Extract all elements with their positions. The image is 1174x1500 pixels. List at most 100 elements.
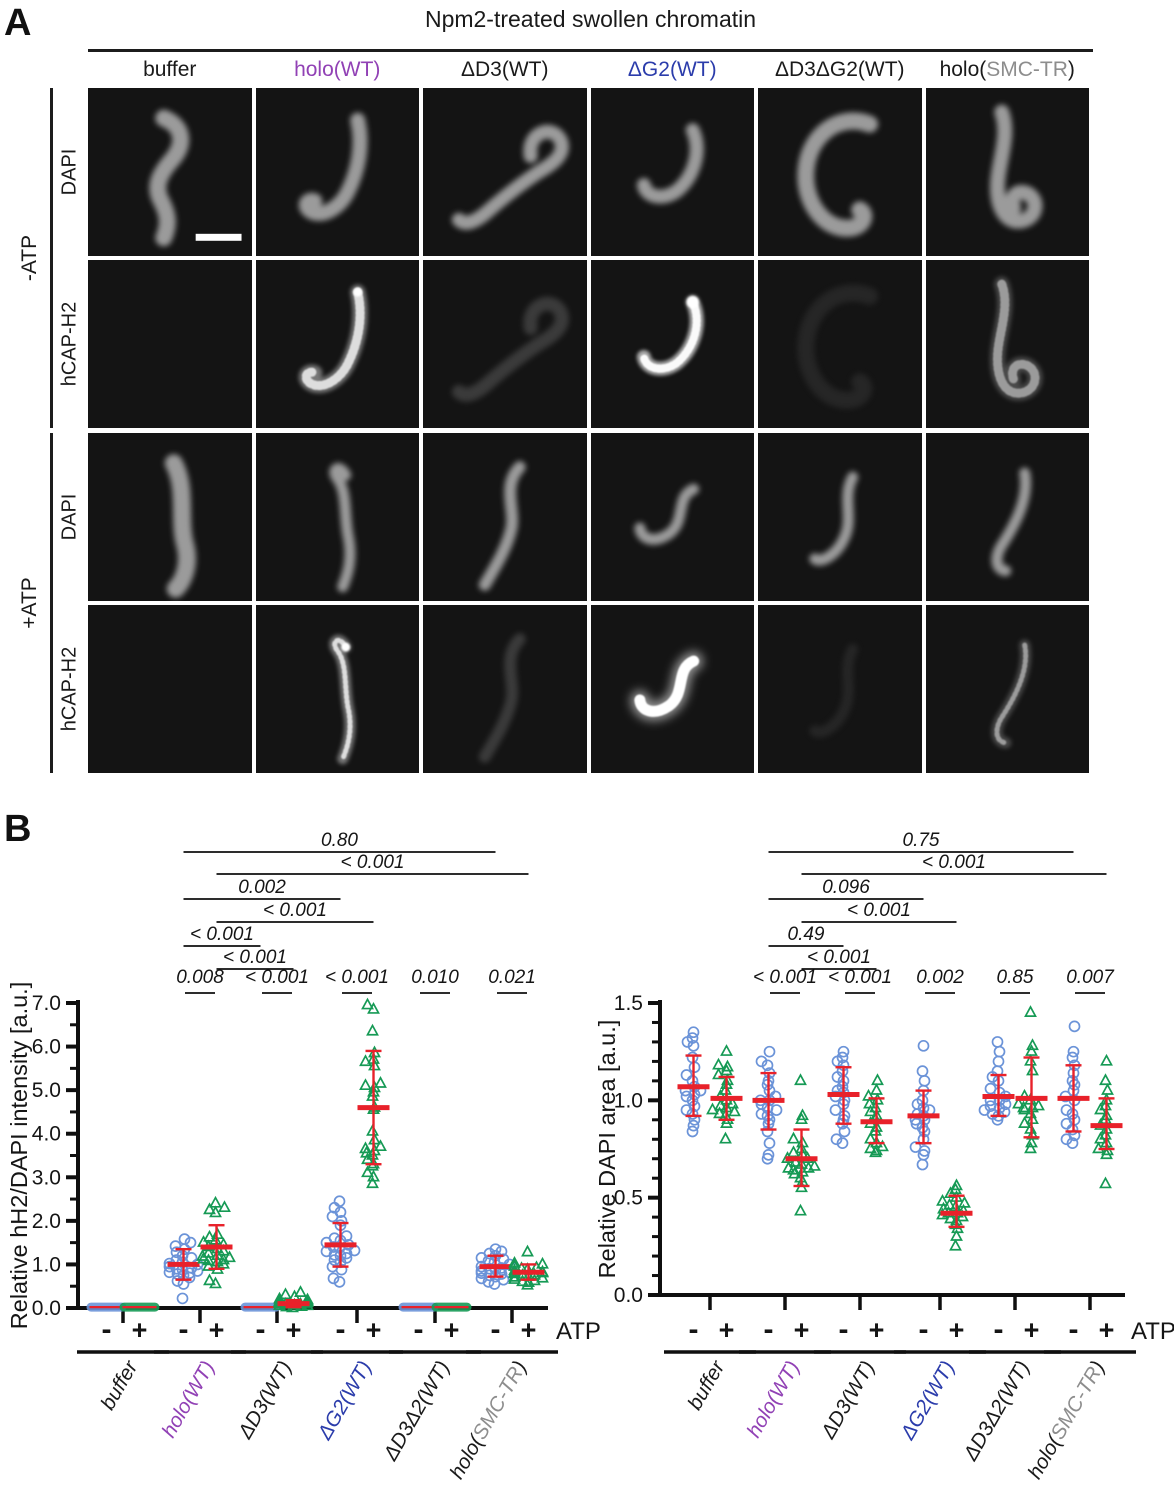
chart0-group0-plus xyxy=(119,1302,160,1312)
chromatin-shape xyxy=(990,639,1031,748)
data-point-triangle xyxy=(1025,1135,1038,1148)
bracket-p-value: < 0.001 xyxy=(223,947,287,968)
data-point-circle xyxy=(1066,1051,1079,1064)
atp-plus-sign: + xyxy=(949,1315,965,1345)
row-label-dapi: DAPI xyxy=(58,148,81,196)
chromatin-shape xyxy=(989,104,1042,229)
micrograph-r0-c3 xyxy=(590,88,754,256)
data-point-triangle xyxy=(958,1195,971,1208)
data-point-circle xyxy=(488,1278,501,1290)
y-tick-label: 0.0 xyxy=(614,1284,643,1307)
chart0-group5-plus xyxy=(508,1244,549,1290)
chart1-group2-plus xyxy=(860,1073,893,1158)
bright-tip xyxy=(340,642,350,652)
data-point-triangle xyxy=(720,1044,733,1056)
data-point-triangle xyxy=(366,1176,379,1189)
data-point-triangle xyxy=(712,1057,725,1070)
chart1-group1-minus xyxy=(752,1045,785,1165)
chart0-group1-minus xyxy=(163,1233,204,1305)
micrograph-image xyxy=(636,294,704,376)
data-point-circle xyxy=(178,1233,191,1246)
data-point-circle xyxy=(327,1272,340,1285)
y-tick-label: 7.0 xyxy=(32,992,61,1015)
data-point-circle xyxy=(916,1158,929,1171)
micrograph-r3-c4 xyxy=(758,604,922,773)
y-tick-label: 6.0 xyxy=(32,1036,61,1059)
data-point-circle xyxy=(686,1125,699,1138)
micrograph-r1-c1 xyxy=(255,259,419,428)
data-point-circle xyxy=(836,1051,849,1064)
chart0-group5-minus xyxy=(475,1243,516,1290)
pairwise-p-value: 0.85 xyxy=(997,967,1034,988)
data-point-circle xyxy=(984,1100,997,1113)
data-point-triangle xyxy=(209,1195,222,1208)
bracket-p-value: 0.002 xyxy=(238,877,286,898)
data-point-triangle xyxy=(796,1108,809,1121)
group-label: ΔG2(WT) xyxy=(313,1357,377,1444)
atp-minus-sign: - xyxy=(414,1313,424,1346)
atp-minus-sign: - xyxy=(491,1313,501,1346)
chart1-group5-minus xyxy=(1057,1020,1090,1150)
micrograph-r2-c2 xyxy=(423,433,587,601)
data-point-triangle xyxy=(361,1165,374,1178)
group-label: ΔG2(WT) xyxy=(896,1357,960,1444)
data-point-triangle xyxy=(536,1256,549,1269)
chromatin-shape xyxy=(149,109,190,247)
y-tick-label: 1.0 xyxy=(614,1089,643,1112)
data-point-triangle xyxy=(374,1139,387,1152)
panel-b-letter: B xyxy=(4,808,32,850)
chart0-group4-minus xyxy=(398,1302,439,1312)
data-point-triangle xyxy=(294,1285,307,1297)
data-point-circle xyxy=(687,1039,700,1052)
chart1-group3-minus xyxy=(907,1039,940,1171)
column-header-text: SMC-TR xyxy=(986,58,1068,81)
chart1-group2-minus xyxy=(827,1045,860,1150)
micrograph-image xyxy=(809,643,859,738)
atp-plus-sign: + xyxy=(132,1315,148,1345)
chart1-group5-plus xyxy=(1090,1053,1123,1189)
y-axis-label: Relative DAPI area [a.u.] xyxy=(594,1020,620,1279)
chromatin-shape xyxy=(990,467,1031,577)
data-point-circle xyxy=(992,1055,1005,1068)
pairwise-p-value: 0.002 xyxy=(916,967,964,988)
group-label: ΔD3(WT) xyxy=(233,1357,296,1443)
data-point-triangle xyxy=(1101,1083,1114,1095)
group-label: holo(SMC-TR) xyxy=(445,1357,531,1483)
pairwise-p-value: 0.021 xyxy=(488,967,536,988)
bracket-p-value: < 0.001 xyxy=(341,852,405,873)
pairwise-p-value: 0.010 xyxy=(411,967,459,988)
chromatin-shape xyxy=(636,123,704,204)
data-point-triangle xyxy=(1100,1053,1113,1066)
atp-plus-sign: + xyxy=(1099,1315,1115,1345)
data-point-triangle xyxy=(871,1073,884,1086)
micrograph-image xyxy=(298,112,367,221)
chromatin-shape xyxy=(633,655,699,717)
data-point-circle xyxy=(755,1108,768,1120)
micrograph-image xyxy=(797,284,879,409)
chart1-group0-plus xyxy=(706,1044,743,1144)
data-point-triangle xyxy=(1099,1073,1112,1086)
y-tick-label: 2.0 xyxy=(32,1210,61,1233)
bracket-p-value: 0.096 xyxy=(822,877,870,898)
column-header-text: buffer xyxy=(143,58,197,81)
atp-plus-sign: + xyxy=(869,1315,885,1345)
group-label: ΔD3Δ2(WT) xyxy=(959,1357,1035,1465)
bracket-p-value: 0.75 xyxy=(903,830,940,851)
pairwise-p-value: < 0.001 xyxy=(325,967,389,988)
row-group-bracket xyxy=(50,433,53,773)
micrograph-image xyxy=(809,471,859,566)
chromatin-shape xyxy=(478,632,526,763)
data-point-triangle xyxy=(864,1141,877,1154)
chart1-group0-minus xyxy=(677,1026,710,1138)
row-label-hcap-h2: hCAP-H2 xyxy=(58,301,81,386)
data-point-triangle xyxy=(1012,1096,1025,1109)
data-point-triangle xyxy=(366,1023,379,1036)
chart0-group1-plus xyxy=(196,1195,236,1289)
chart0-group3-minus xyxy=(320,1195,361,1288)
panel-a-letter: A xyxy=(4,2,32,44)
column-header-buffer: buffer xyxy=(88,58,252,82)
chromatin-shape xyxy=(451,124,569,230)
micrograph-r2-c1 xyxy=(255,433,419,601)
bright-tip xyxy=(352,287,362,297)
micrograph-image xyxy=(451,296,569,402)
